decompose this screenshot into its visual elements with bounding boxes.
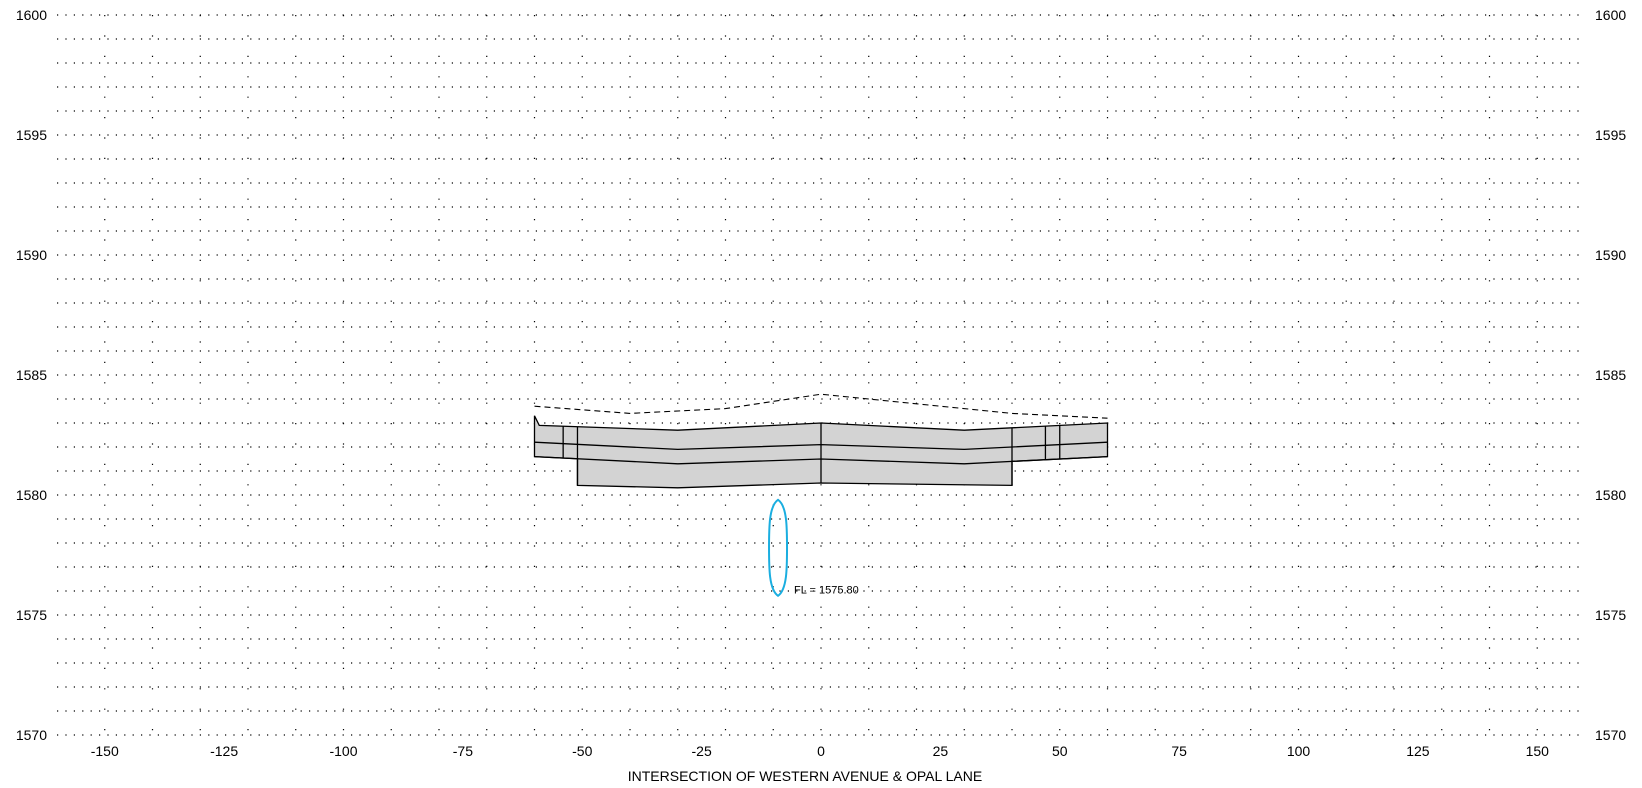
culvert: FL = 1575.80: [768, 498, 859, 598]
y-tick-label-left: 1600: [16, 7, 47, 23]
x-tick-label: 25: [933, 743, 949, 759]
y-tick-label-right: 1600: [1595, 7, 1626, 23]
x-tick-label: -150: [91, 743, 119, 759]
existing-ground-line: [534, 393, 1108, 419]
y-tick-label-right: 1580: [1595, 487, 1626, 503]
x-tick-label: 75: [1171, 743, 1187, 759]
x-tick-label: -125: [210, 743, 238, 759]
y-tick-label-right: 1585: [1595, 367, 1626, 383]
x-tick-label: -50: [572, 743, 592, 759]
axis-labels: 1570 1570 1575 1575 1580 1580 1585 1585 1590 1590…: [16, 7, 1627, 759]
y-tick-label-left: 1570: [16, 727, 47, 743]
y-tick-label-right: 1595: [1595, 127, 1626, 143]
grid: [57, 14, 1585, 736]
y-tick-label-right: 1575: [1595, 607, 1626, 623]
y-tick-label-left: 1585: [16, 367, 47, 383]
drawing-title: INTERSECTION OF WESTERN AVENUE & OPAL LA…: [628, 768, 982, 784]
x-tick-label: 150: [1526, 743, 1550, 759]
y-tick-label-right: 1590: [1595, 247, 1626, 263]
y-tick-label-left: 1590: [16, 247, 47, 263]
x-tick-label: -75: [453, 743, 473, 759]
x-tick-label: 50: [1052, 743, 1068, 759]
x-tick-label: 125: [1406, 743, 1430, 759]
y-tick-label-right: 1570: [1595, 727, 1626, 743]
culvert-outline: [768, 498, 789, 598]
x-tick-label: -25: [692, 743, 712, 759]
y-tick-label-left: 1575: [16, 607, 47, 623]
pavement-section: [533, 393, 1109, 489]
x-tick-label: 0: [817, 743, 825, 759]
culvert-flowline-label: FL = 1575.80: [794, 584, 859, 596]
y-tick-label-left: 1580: [16, 487, 47, 503]
y-tick-label-left: 1595: [16, 127, 47, 143]
x-tick-label: 100: [1287, 743, 1311, 759]
x-tick-label: -100: [329, 743, 357, 759]
